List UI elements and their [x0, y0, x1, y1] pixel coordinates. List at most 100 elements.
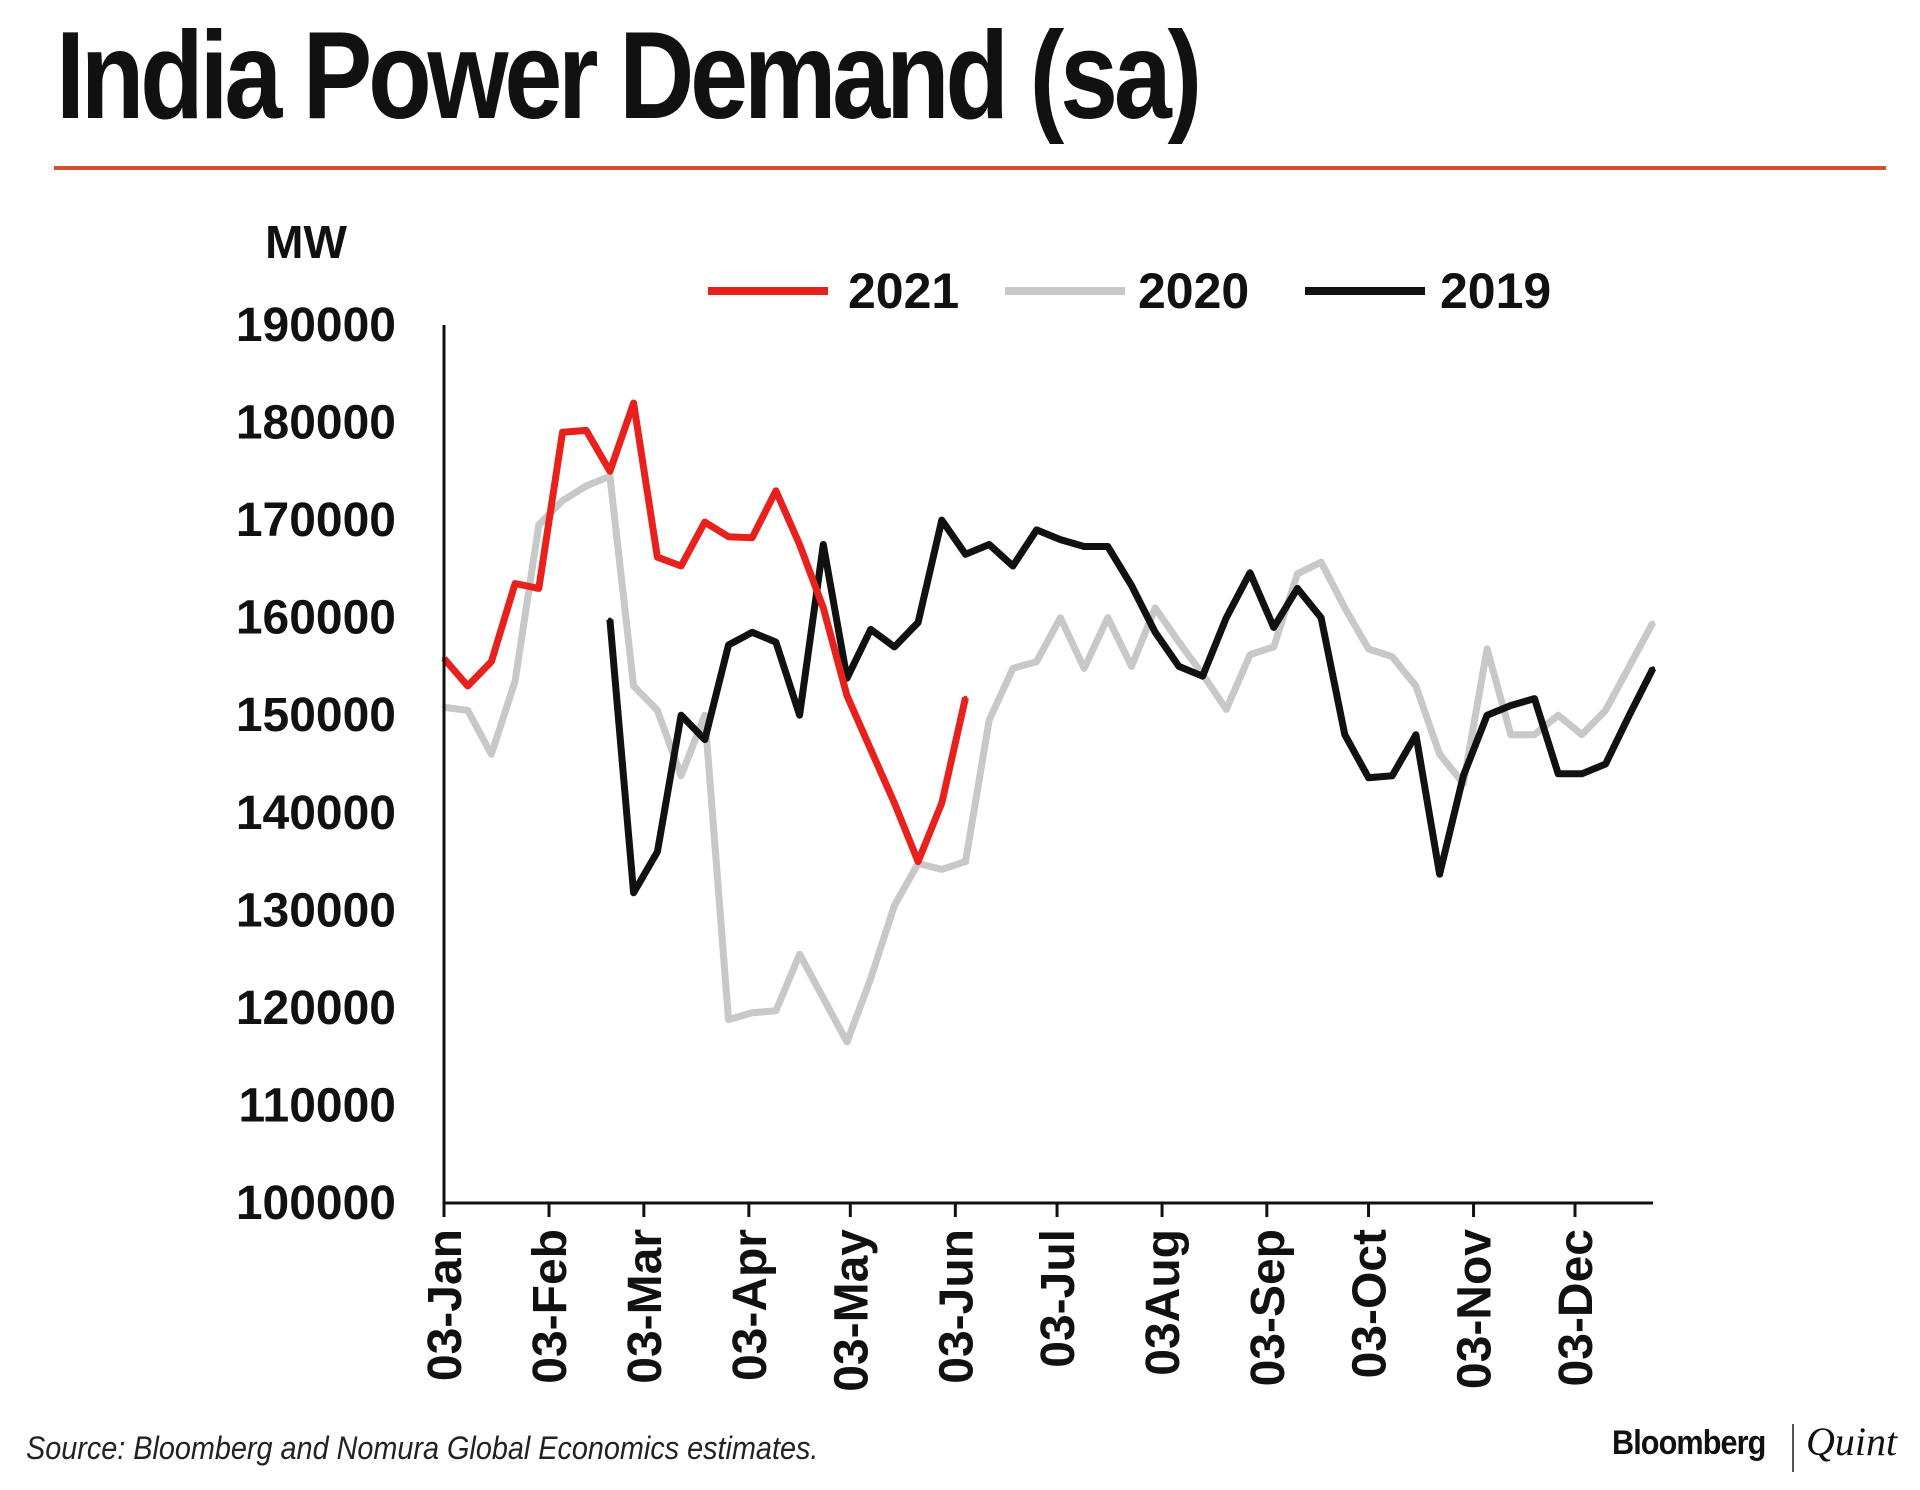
- data-point-2019: [963, 552, 968, 557]
- data-point-2019: [1627, 713, 1632, 718]
- legend: 2021 2020 2019: [708, 263, 1551, 319]
- data-point-2021: [773, 488, 778, 493]
- data-point-2021: [750, 535, 755, 540]
- y-tick-label: 100000: [236, 1177, 396, 1230]
- data-point-2020: [607, 474, 612, 479]
- data-point-2019: [1485, 713, 1490, 718]
- data-point-2020: [773, 1008, 778, 1013]
- data-point-2020: [1010, 666, 1015, 671]
- x-tick-label: 03-Feb: [524, 1229, 577, 1384]
- data-point-2021: [465, 684, 470, 688]
- data-point-2020: [560, 498, 565, 503]
- data-point-2020: [1034, 659, 1039, 664]
- data-point-2019: [1200, 674, 1205, 679]
- x-tick-label: 03-Apr: [724, 1229, 777, 1381]
- data-point-2020: [750, 1010, 755, 1015]
- data-point-2019: [1129, 583, 1134, 588]
- series-line-2019: [606, 516, 1657, 897]
- x-tick-label: 03-Nov: [1449, 1229, 1502, 1389]
- x-tick-label: 03-Mar: [619, 1229, 672, 1384]
- data-point-2020: [726, 1017, 731, 1022]
- data-point-2019: [1579, 771, 1584, 776]
- data-point-2019: [773, 640, 778, 645]
- y-tick-label: 160000: [236, 592, 396, 645]
- data-point-2019: [1319, 615, 1324, 620]
- title-divider: [54, 166, 1886, 170]
- brand-separator: [1792, 1424, 1794, 1472]
- data-point-2019: [1058, 537, 1063, 542]
- data-point-2020: [1176, 640, 1181, 645]
- data-point-2020: [465, 708, 470, 713]
- data-point-2020: [797, 952, 802, 957]
- series-2019: [606, 516, 1657, 897]
- y-axis-label: MW: [265, 216, 347, 268]
- data-point-2019: [1105, 544, 1110, 549]
- data-point-2019: [702, 737, 707, 742]
- data-point-2019: [750, 630, 755, 635]
- data-point-2019: [726, 643, 731, 647]
- data-point-2019: [1461, 773, 1466, 778]
- data-point-2019: [868, 627, 873, 632]
- data-point-2020: [1342, 605, 1347, 610]
- data-point-2020: [679, 773, 684, 778]
- data-point-2019: [1651, 666, 1655, 671]
- legend-label-2019: 2019: [1440, 263, 1551, 319]
- data-point-2019: [1390, 773, 1395, 778]
- data-point-2020: [1105, 615, 1110, 620]
- y-tick-label: 190000: [236, 299, 396, 352]
- brand-quint: Quint: [1806, 1419, 1898, 1464]
- data-point-2020: [1153, 605, 1158, 610]
- y-tick-label: 150000: [236, 689, 396, 742]
- data-point-2019: [1153, 630, 1158, 635]
- data-point-2020: [1556, 713, 1561, 718]
- data-point-2020: [1058, 615, 1063, 620]
- data-point-2019: [1366, 775, 1371, 780]
- brand-bloomberg: Bloomberg: [1612, 1424, 1766, 1462]
- x-tick-label: 03-May: [825, 1229, 878, 1392]
- data-point-2021: [845, 693, 849, 698]
- data-point-2019: [1248, 570, 1252, 575]
- y-tick-label: 130000: [236, 884, 396, 937]
- y-tick-label: 140000: [236, 787, 396, 840]
- data-point-2019: [939, 518, 944, 523]
- x-tick-label: 03-Jun: [930, 1229, 983, 1384]
- data-point-2019: [1603, 762, 1608, 766]
- data-point-2021: [963, 695, 968, 700]
- data-point-2021: [892, 801, 897, 805]
- data-point-2020: [987, 718, 992, 723]
- source-note: Source: Bloomberg and Nomura Global Econ…: [26, 1430, 819, 1466]
- data-point-2019: [1082, 544, 1087, 549]
- data-point-2019: [1224, 615, 1229, 620]
- data-point-2021: [536, 586, 541, 591]
- data-point-2021: [916, 859, 921, 864]
- data-point-2021: [868, 747, 873, 752]
- data-point-2019: [655, 849, 660, 854]
- x-tick-label: 03-Oct: [1344, 1229, 1397, 1378]
- data-point-2021: [607, 469, 612, 474]
- data-point-2020: [702, 713, 707, 718]
- data-point-2020: [1532, 732, 1537, 737]
- data-point-2019: [1413, 732, 1418, 737]
- data-point-2021: [655, 555, 660, 560]
- data-point-2019: [892, 644, 897, 649]
- data-point-2020: [1437, 752, 1442, 757]
- data-point-2019: [916, 620, 921, 625]
- data-point-2021: [821, 605, 826, 610]
- data-point-2021: [513, 581, 518, 586]
- data-point-2020: [655, 708, 660, 713]
- data-point-2020: [1390, 654, 1395, 659]
- data-point-2020: [513, 679, 518, 684]
- data-point-2020: [536, 523, 541, 527]
- data-point-2020: [1224, 707, 1229, 712]
- data-point-2020: [1627, 664, 1632, 669]
- data-point-2021: [939, 801, 944, 805]
- data-point-2019: [1295, 586, 1300, 591]
- data-point-2020: [1485, 646, 1490, 651]
- y-tick-label: 110000: [238, 1079, 396, 1132]
- data-point-2020: [868, 976, 873, 981]
- data-point-2020: [1413, 684, 1418, 688]
- legend-label-2020: 2020: [1138, 263, 1249, 319]
- series-2021: [441, 399, 969, 866]
- data-point-2020: [1579, 732, 1584, 737]
